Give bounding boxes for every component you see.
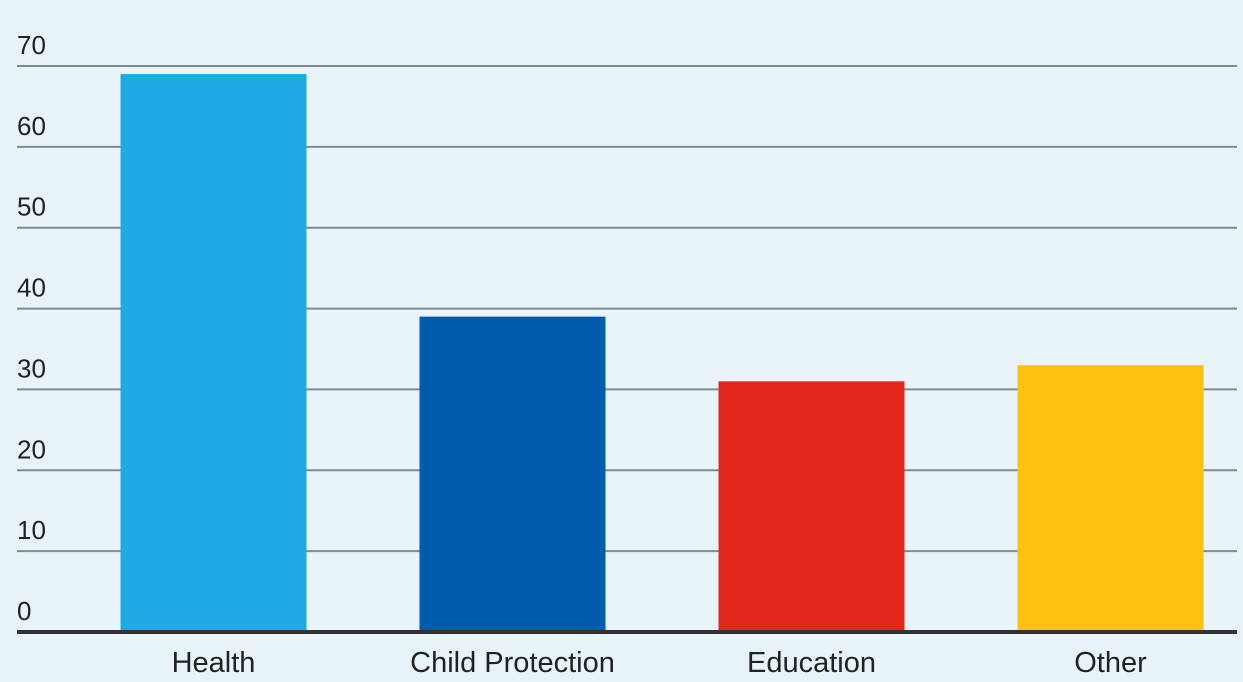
y-tick-label: 50 xyxy=(17,192,46,222)
y-tick-label: 40 xyxy=(17,273,46,303)
bar-child-protection xyxy=(419,316,606,632)
y-tick-label: 30 xyxy=(17,353,46,383)
x-category-label: Education xyxy=(747,647,876,677)
bar-education xyxy=(718,381,905,632)
y-tick-label: 20 xyxy=(17,434,46,464)
x-category-label: Other xyxy=(1074,647,1147,677)
y-tick-label: 60 xyxy=(17,111,46,141)
x-category-label: Health xyxy=(172,647,256,677)
y-tick-label: 70 xyxy=(17,30,46,60)
y-axis-tick-labels: 0 10 20 30 40 50 60 70 xyxy=(17,30,46,626)
y-tick-label: 0 xyxy=(17,596,31,626)
x-axis-category-labels: Health Child Protection Education Other xyxy=(172,647,1148,679)
bars xyxy=(120,74,1204,633)
x-category-label: Child Protection xyxy=(410,647,615,677)
bar-health xyxy=(120,74,307,633)
y-tick-label: 10 xyxy=(17,515,46,545)
bar-other xyxy=(1017,365,1204,632)
